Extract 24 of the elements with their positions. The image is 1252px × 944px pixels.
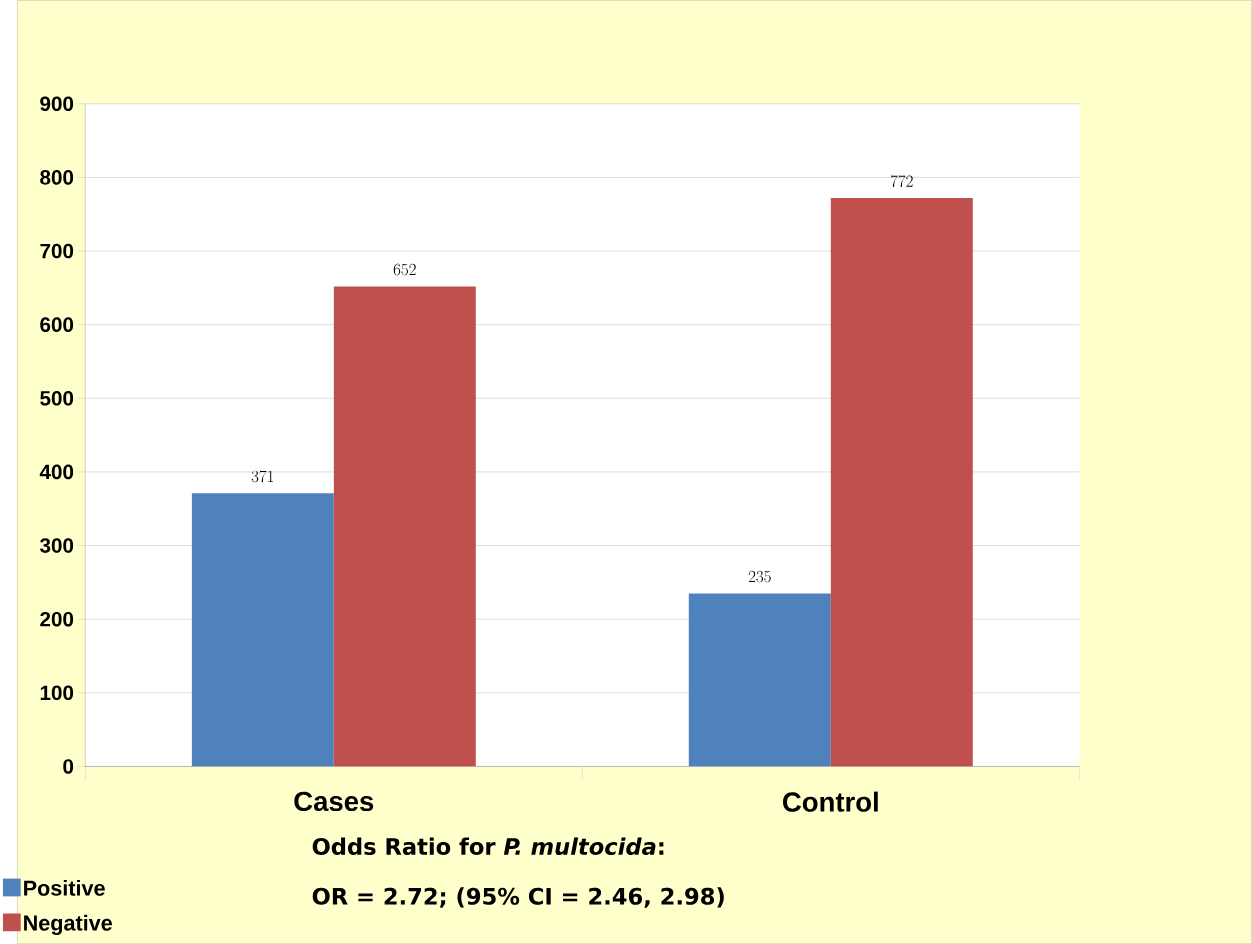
text: Odds Ratio for P. multocida: xyxy=(312,837,664,855)
bar xyxy=(830,197,973,767)
bar xyxy=(688,593,831,767)
y-tick-label: 200 xyxy=(40,611,74,627)
x-tick-label: Cases xyxy=(294,791,374,812)
legend-label: Positive xyxy=(24,879,105,896)
x-tick-label: Control xyxy=(783,791,878,812)
y-tick-label: 800 xyxy=(40,170,74,185)
data-label: 371 xyxy=(251,470,274,483)
y-tick-label: 300 xyxy=(39,538,74,553)
y-tick-label: 500 xyxy=(40,390,74,406)
y-tick-label: 900 xyxy=(40,96,74,112)
bar xyxy=(333,286,476,767)
data-label: 772 xyxy=(890,175,913,187)
y-tick-label: 600 xyxy=(40,317,74,332)
data-label: 235 xyxy=(748,570,771,583)
y-tick-label: 100 xyxy=(40,685,74,701)
y-tick-label: 700 xyxy=(40,243,74,259)
data-label: 652 xyxy=(393,263,416,276)
text: OR = 2.72; (95% CI = 2.46, 2.98) xyxy=(312,887,724,908)
legend-label: Negative xyxy=(24,914,113,935)
y-tick-label: 0 xyxy=(63,759,74,774)
bar xyxy=(191,493,334,767)
y-tick-label: 400 xyxy=(39,464,74,480)
